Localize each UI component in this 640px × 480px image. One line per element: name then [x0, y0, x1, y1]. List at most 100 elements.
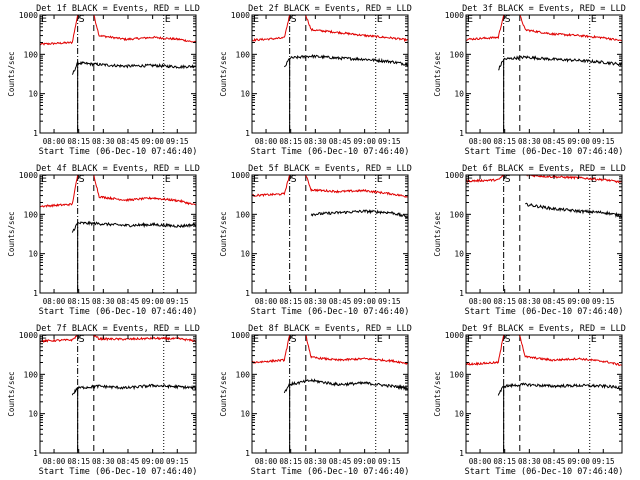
x-tick-label: 08:30	[518, 137, 541, 146]
marker-label: E	[377, 174, 383, 185]
y-tick-label: 1	[33, 129, 38, 138]
x-tick-label: 08:00	[255, 297, 278, 306]
y-tick-label: 10	[240, 90, 250, 99]
x-tick-label: 08:45	[329, 457, 352, 466]
y-tick-label: 1	[33, 449, 38, 458]
x-tick-label: 08:30	[92, 137, 115, 146]
plot-frame	[39, 174, 197, 294]
y-axis-label: Counts/sec	[219, 371, 228, 416]
x-tick-label: 08:00	[469, 457, 492, 466]
x-tick-label: 08:15	[493, 137, 516, 146]
plot-frame	[251, 174, 409, 294]
x-tick-label: 08:15	[279, 457, 302, 466]
series-events-line	[71, 60, 196, 75]
y-tick-label: 1000	[19, 171, 38, 180]
y-tick-label: 10	[240, 250, 250, 259]
series-lld-line	[40, 335, 196, 344]
marker-label: S	[505, 334, 511, 345]
marker-label: E	[467, 174, 473, 185]
y-tick-label: 1000	[445, 331, 464, 340]
x-tick-label: 09:15	[592, 137, 615, 146]
y-tick-label: 1000	[445, 171, 464, 180]
marker-label: E	[165, 14, 171, 25]
series-lld-line	[252, 15, 408, 43]
x-tick-label: 09:00	[141, 137, 164, 146]
x-tick-label: 08:45	[117, 457, 140, 466]
x-tick-label: 08:45	[543, 457, 566, 466]
x-tick-label: 08:45	[543, 297, 566, 306]
x-tick-label: 08:30	[304, 297, 327, 306]
y-tick-label: 1	[459, 289, 464, 298]
y-tick-label: 1	[459, 449, 464, 458]
series-lld-line	[252, 335, 408, 366]
x-tick-label: 09:15	[166, 457, 189, 466]
series-events-line	[497, 382, 622, 396]
marker-label: E	[165, 334, 171, 345]
x-tick-label: 08:15	[279, 137, 302, 146]
y-tick-label: 10	[240, 410, 250, 419]
x-tick-label: 08:30	[304, 457, 327, 466]
marker-label: E	[591, 14, 597, 25]
series-events-line	[283, 378, 408, 394]
chart-title: Det 9f BLACK = Events, RED = LLD	[462, 324, 626, 334]
x-tick-label: 08:00	[469, 137, 492, 146]
x-axis-label: Start Time (06-Dec-10 07:46:40)	[465, 147, 624, 157]
y-axis-label: Counts/sec	[433, 211, 442, 256]
x-tick-label: 08:15	[67, 137, 90, 146]
series-lld-line	[40, 15, 196, 46]
marker-label: E	[41, 334, 47, 345]
marker-label: E	[467, 334, 473, 345]
series-events-line	[498, 55, 622, 71]
y-tick-label: 10	[454, 250, 464, 259]
x-tick-label: 09:15	[378, 137, 401, 146]
series-events-line	[310, 209, 408, 219]
y-tick-label: 100	[24, 210, 39, 219]
x-tick-label: 09:00	[141, 457, 164, 466]
y-tick-label: 1	[245, 289, 250, 298]
marker-label: E	[41, 174, 47, 185]
marker-label: S	[291, 174, 297, 185]
x-tick-label: 09:15	[166, 137, 189, 146]
x-tick-label: 09:15	[378, 457, 401, 466]
y-tick-label: 1000	[231, 11, 250, 20]
plot-frame	[465, 174, 623, 294]
series-events-line	[525, 202, 622, 218]
x-axis-label: Start Time (06-Dec-10 07:46:40)	[39, 307, 198, 317]
y-tick-label: 100	[236, 370, 251, 379]
chart-title: Det 6f BLACK = Events, RED = LLD	[462, 164, 626, 174]
chart-title: Det 1f BLACK = Events, RED = LLD	[36, 4, 200, 14]
x-tick-label: 09:15	[592, 457, 615, 466]
x-tick-label: 08:45	[117, 137, 140, 146]
y-tick-label: 100	[450, 370, 465, 379]
y-tick-label: 100	[236, 50, 251, 59]
x-tick-label: 08:15	[493, 297, 516, 306]
marker-label: E	[377, 334, 383, 345]
marker-label: S	[79, 334, 85, 345]
marker-label: E	[591, 334, 597, 345]
series-events-line	[71, 220, 196, 233]
chart-title: Det 8f BLACK = Events, RED = LLD	[248, 324, 412, 334]
marker-label: S	[79, 14, 85, 25]
x-tick-label: 08:00	[255, 137, 278, 146]
chart-title: Det 7f BLACK = Events, RED = LLD	[36, 324, 200, 334]
y-axis-label: Counts/sec	[219, 51, 228, 96]
y-tick-label: 100	[236, 210, 251, 219]
y-axis-label: Counts/sec	[219, 211, 228, 256]
marker-label: E	[165, 174, 171, 185]
marker-label: E	[467, 14, 473, 25]
plot-frame	[39, 14, 197, 134]
series-events-line	[283, 53, 408, 68]
plot-frame	[465, 14, 623, 134]
x-tick-label: 09:00	[567, 137, 590, 146]
y-axis-label: Counts/sec	[433, 51, 442, 96]
x-tick-label: 08:30	[518, 457, 541, 466]
x-axis-label: Start Time (06-Dec-10 07:46:40)	[39, 467, 198, 477]
x-tick-label: 08:15	[493, 457, 516, 466]
x-tick-label: 09:00	[353, 297, 376, 306]
series-lld-line	[40, 175, 196, 208]
